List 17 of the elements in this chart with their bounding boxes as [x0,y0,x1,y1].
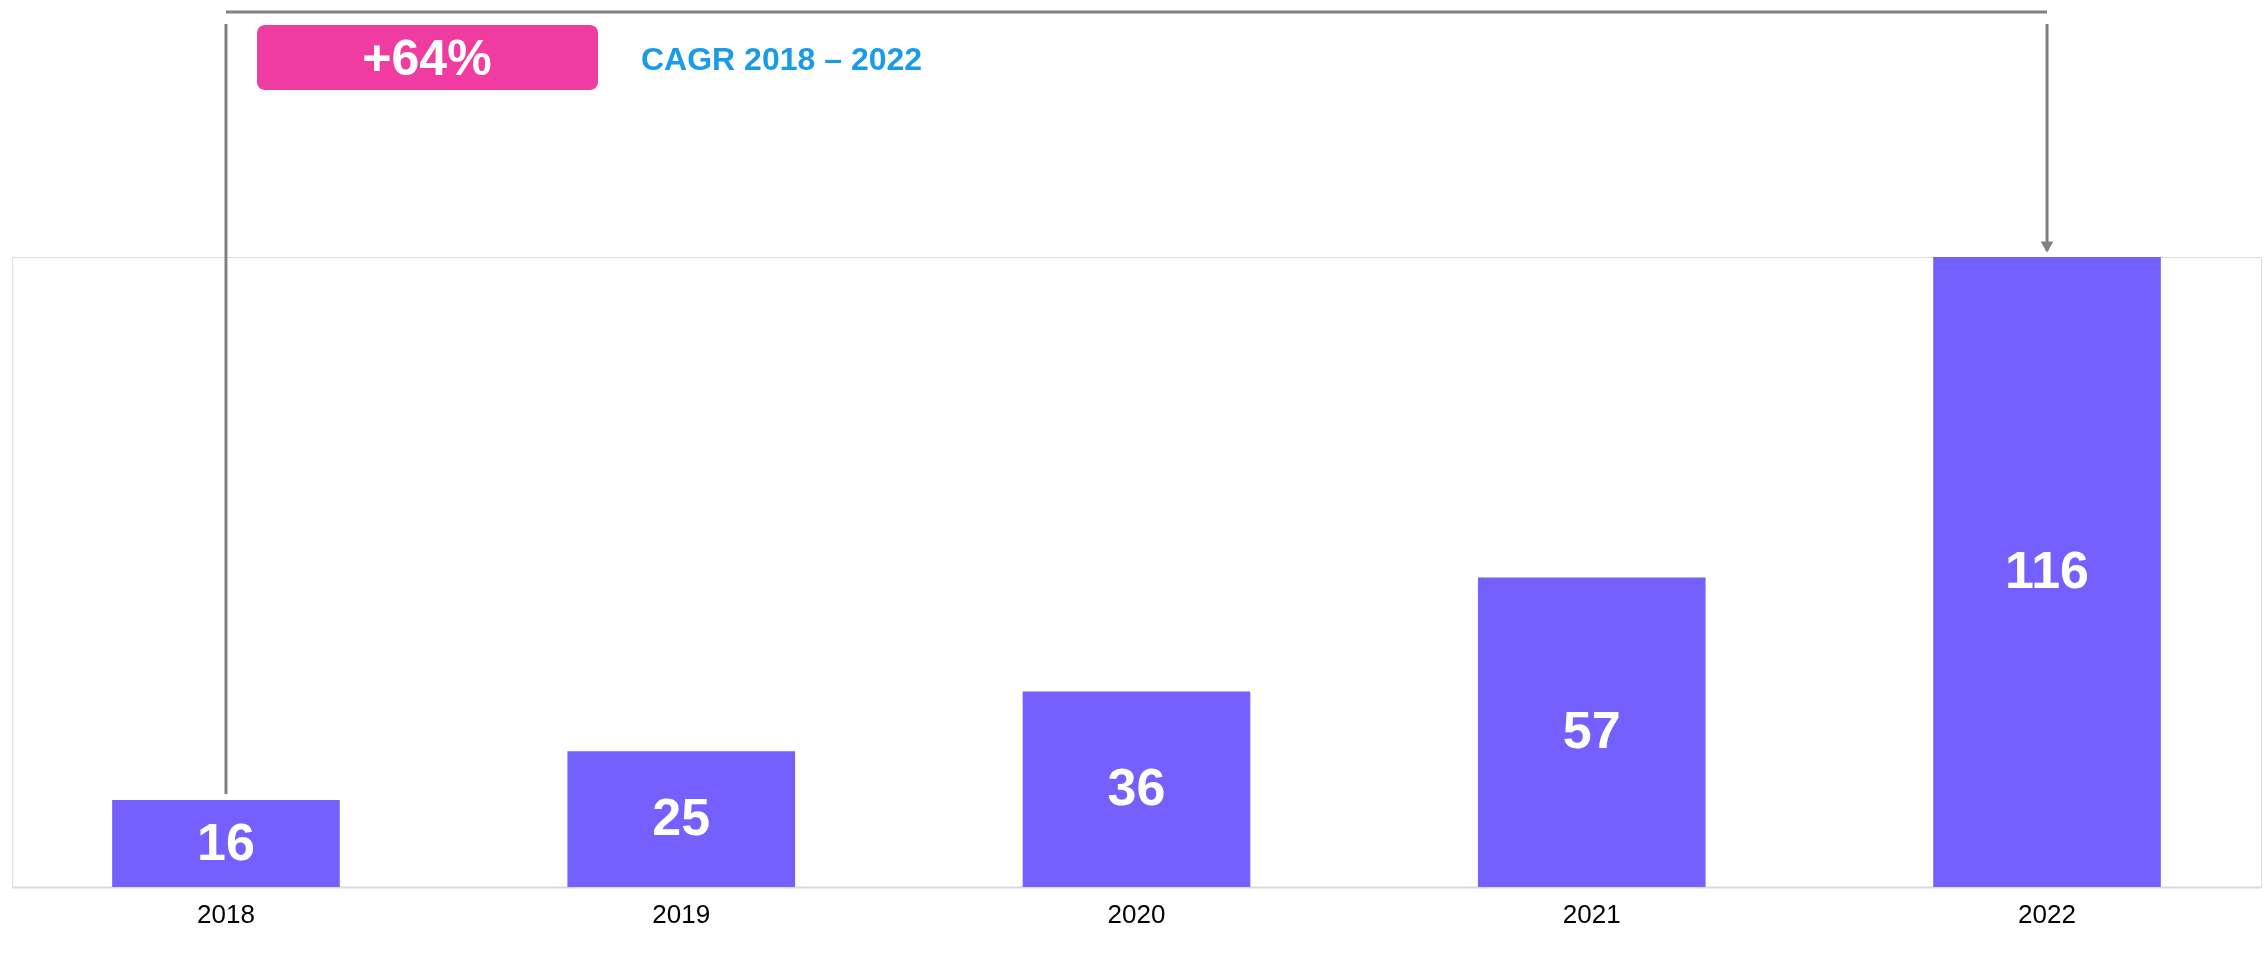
bar [1477,577,1706,887]
bar [567,751,796,887]
data-label: 16 [197,812,255,871]
data-label: 25 [652,788,711,847]
text: +64% [362,30,492,86]
bar [1022,691,1251,887]
x-tick-label: 2019 [652,898,711,929]
bar [112,800,340,887]
data-label: 36 [1107,758,1166,817]
bar [1933,257,2161,887]
x-tick-label: 2021 [1562,898,1621,929]
x-tick-label: 2018 [197,898,255,929]
x-tick-label: 2020 [1107,898,1166,929]
data-label: 57 [1562,701,1621,760]
text: CAGR 2018 – 2022 [641,41,923,77]
data-label: 116 [2005,541,2089,599]
x-tick-label: 2022 [2018,898,2076,929]
